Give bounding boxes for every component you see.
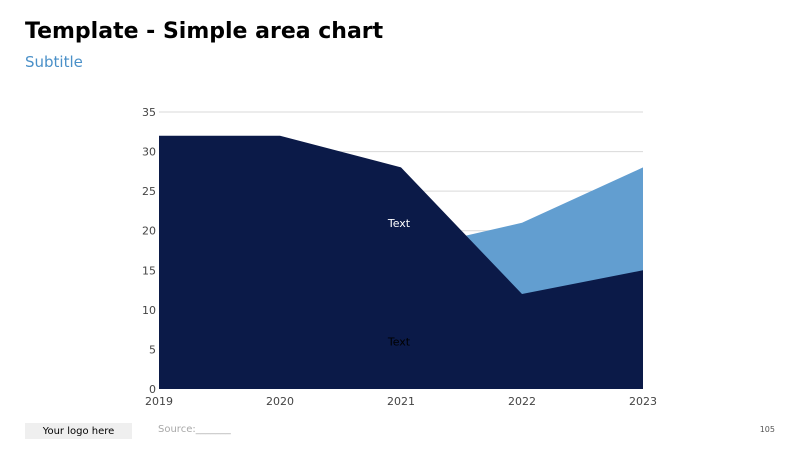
y-tick-label: 30 — [142, 146, 156, 159]
page-subtitle: Subtitle — [25, 53, 83, 71]
source-note: Source:_______ — [158, 424, 231, 435]
x-tick-label: 2019 — [145, 395, 173, 408]
area-label-series-1: Text — [387, 335, 411, 348]
x-tick-label: 2022 — [508, 395, 536, 408]
axis-labels: 0 5 10 15 20 25 30 35 2019 2020 2021 2022 2023 — [142, 106, 657, 408]
y-tick-label: 35 — [142, 106, 156, 119]
y-tick-label: 15 — [142, 264, 156, 277]
area-labels: Text Text — [387, 217, 411, 349]
area-label-series-2: Text — [387, 217, 411, 230]
logo-text: Your logo here — [42, 425, 115, 437]
y-tick-label: 10 — [142, 304, 156, 317]
page-title: Template - Simple area chart — [25, 19, 384, 44]
x-tick-label: 2023 — [629, 395, 657, 408]
y-tick-label: 0 — [149, 383, 156, 396]
x-tick-label: 2021 — [387, 395, 415, 408]
y-tick-label: 25 — [142, 185, 156, 198]
logo-placeholder: Your logo here — [25, 423, 132, 439]
area-series — [159, 135, 643, 389]
page-number: 105 — [759, 425, 775, 434]
y-tick-label: 20 — [142, 225, 156, 238]
y-tick-label: 5 — [149, 343, 156, 356]
area-series-1 — [159, 135, 643, 389]
x-tick-label: 2020 — [266, 395, 294, 408]
